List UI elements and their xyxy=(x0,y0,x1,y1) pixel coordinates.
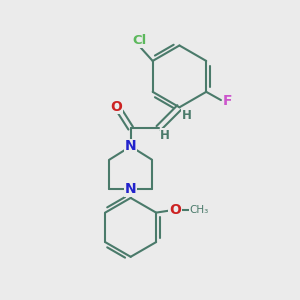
Text: O: O xyxy=(110,100,122,114)
Text: N: N xyxy=(125,182,136,196)
Text: H: H xyxy=(182,109,192,122)
Text: Cl: Cl xyxy=(132,34,146,47)
Text: F: F xyxy=(223,94,232,108)
Text: H: H xyxy=(160,129,170,142)
Text: CH₃: CH₃ xyxy=(189,205,208,215)
Text: O: O xyxy=(169,203,181,217)
Text: N: N xyxy=(125,140,136,153)
